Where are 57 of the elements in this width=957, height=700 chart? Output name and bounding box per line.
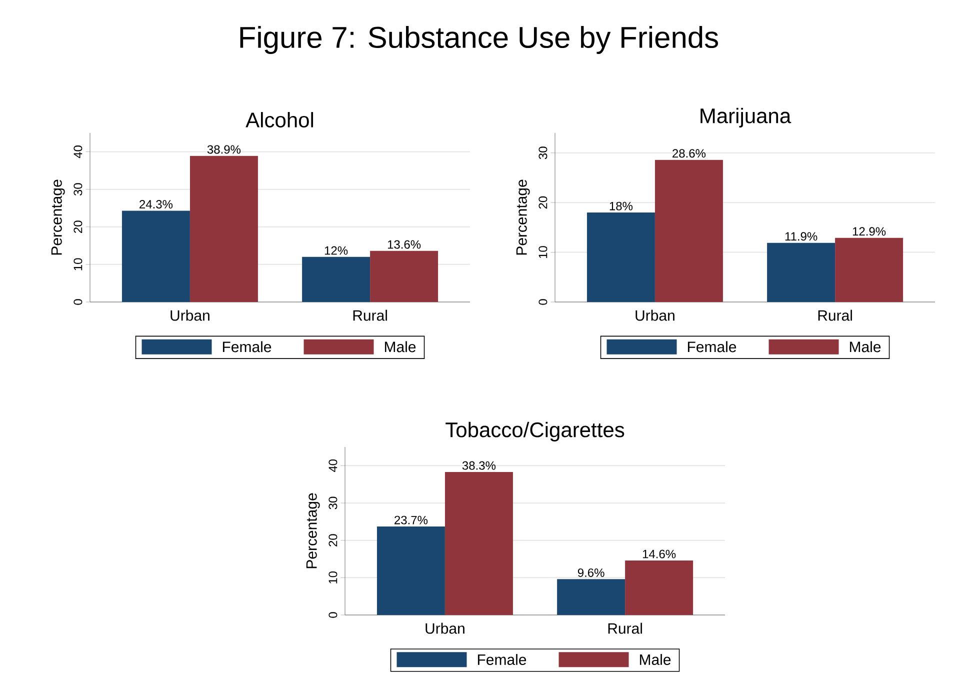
bar — [370, 250, 438, 302]
legend-label: Female — [688, 341, 736, 352]
bar — [557, 579, 626, 615]
text: Figure 7: Substance Use by Friends — [240, 26, 718, 54]
bar — [654, 160, 723, 302]
data-label: 24.3% — [140, 200, 173, 209]
y-tick-label: 20 — [328, 534, 338, 546]
data-label: 38.9% — [207, 145, 241, 154]
data-label: 12.9% — [852, 227, 886, 236]
y-axis-title: Percentage — [51, 180, 65, 255]
bar — [586, 212, 655, 302]
bar — [444, 472, 513, 615]
x-tick-label: Urban — [426, 622, 464, 634]
data-label: 14.6% — [642, 550, 676, 558]
data-label: 23.7% — [394, 516, 428, 524]
y-tick-label: 20 — [538, 196, 548, 209]
x-tick-label: Rural — [818, 310, 852, 321]
legend-label: Female — [222, 341, 272, 352]
data-label: 28.6% — [672, 149, 706, 158]
bar — [625, 560, 694, 615]
data-label: 38.3% — [462, 461, 496, 470]
bar — [190, 156, 258, 302]
x-tick-label: Urban — [170, 310, 210, 321]
legend-label: Male — [384, 341, 416, 352]
legend-label: Female — [478, 654, 526, 665]
x-tick-label: Urban — [636, 310, 674, 321]
data-label: 13.6% — [388, 240, 421, 249]
y-tick-label: 10 — [538, 246, 548, 258]
y-tick-label: 0 — [538, 299, 548, 305]
y-tick-label: 40 — [328, 459, 338, 472]
bar — [122, 210, 190, 302]
bar — [376, 526, 445, 615]
y-axis-title: Percentage — [306, 493, 320, 568]
y-tick-label: 20 — [74, 220, 82, 233]
y-axis-title: Percentage — [516, 180, 530, 255]
y-tick-label: 30 — [328, 496, 338, 510]
y-tick-label: 0 — [328, 612, 338, 618]
chart-title: Tobacco/Cigarettes — [446, 422, 624, 442]
data-label: 11.9% — [785, 232, 818, 241]
data-label: 9.6% — [578, 568, 604, 577]
x-tick-label: Rural — [608, 622, 642, 634]
legend-label: Male — [850, 341, 881, 352]
y-tick-label: 30 — [74, 183, 82, 196]
y-tick-label: 30 — [538, 146, 548, 160]
x-tick-label: Rural — [353, 310, 387, 321]
y-tick-label: 10 — [328, 571, 338, 584]
data-label: 12% — [324, 246, 348, 255]
chart-title: Alcohol — [246, 112, 314, 128]
y-tick-label: 10 — [74, 258, 82, 270]
y-tick-label: 40 — [74, 146, 82, 158]
bar — [767, 242, 836, 302]
y-tick-label: 0 — [74, 299, 82, 305]
bar — [835, 238, 904, 302]
bar — [302, 256, 370, 302]
data-label: 18% — [610, 202, 633, 210]
chart-title: Marijuana — [700, 108, 792, 128]
legend-label: Male — [640, 654, 671, 665]
